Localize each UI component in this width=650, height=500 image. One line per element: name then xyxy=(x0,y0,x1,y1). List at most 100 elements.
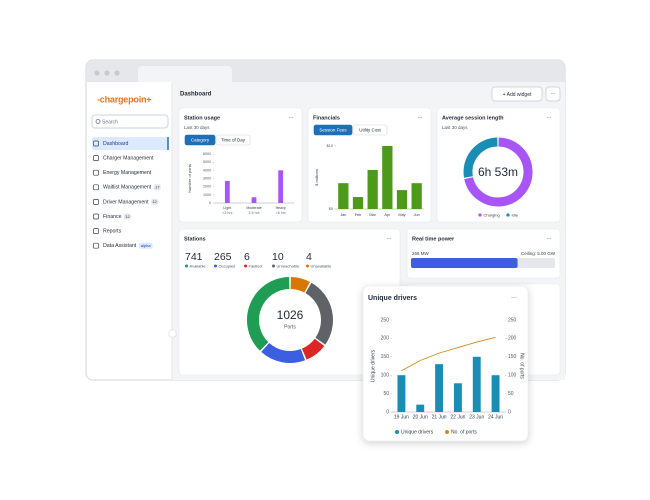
x-tick-label: Apr xyxy=(384,213,391,217)
more-button[interactable] xyxy=(545,86,561,102)
donut-center-value: 1026 xyxy=(277,308,304,322)
legend-label: No. of ports xyxy=(451,430,477,436)
sidebar-toggle[interactable] xyxy=(168,329,177,338)
donut-segment xyxy=(290,277,310,293)
card-menu[interactable]: ··· xyxy=(289,115,294,121)
nav-item[interactable]: Waitlist Management xyxy=(103,185,152,191)
y-tick-label: 200 xyxy=(381,336,390,342)
stat-swatch xyxy=(244,264,247,268)
add-widget-button[interactable] xyxy=(491,86,543,102)
power-current: 266 MW xyxy=(412,251,430,256)
nav-icon xyxy=(93,169,99,176)
y-axis-label: Unique drivers xyxy=(370,349,376,382)
nav-badge: 12 xyxy=(152,199,157,204)
donut-center-label: Ports xyxy=(284,324,296,330)
donut-segment xyxy=(247,277,290,351)
y2-tick-label: 200 xyxy=(508,336,517,342)
nav-icon xyxy=(93,242,99,249)
x-tick-label: Moderate xyxy=(246,206,261,210)
nav-icon xyxy=(93,228,99,234)
bar xyxy=(224,180,230,203)
tab-label: Utility Cost xyxy=(359,127,381,132)
card-menu[interactable]: ··· xyxy=(418,115,423,121)
tab[interactable] xyxy=(313,124,353,136)
popup-layer: Unique drivers ··· 0 50 100 150 200 250 0 50 100 15… xyxy=(362,285,529,442)
bar xyxy=(382,146,393,209)
nav-item[interactable]: Reports xyxy=(103,228,122,234)
legend-swatch xyxy=(506,213,510,217)
bar xyxy=(352,197,364,209)
nav-item[interactable]: Energy Management xyxy=(103,170,152,176)
x-tick-label: Jan xyxy=(340,213,346,217)
x-tick-label: Light xyxy=(223,206,231,210)
x-tick-label: 23 Jun xyxy=(469,414,484,420)
x-tick-label: 24 Jun xyxy=(488,414,503,420)
stat-swatch xyxy=(272,264,275,268)
search-box[interactable] xyxy=(91,114,169,129)
stat-label: Faulted xyxy=(249,263,262,268)
stat-value: 265 xyxy=(214,251,232,263)
nav-icon xyxy=(93,199,99,205)
card-menu[interactable]: ··· xyxy=(387,236,392,242)
tab[interactable] xyxy=(184,134,216,146)
x-tick-label: Feb xyxy=(355,213,362,217)
donut-segment xyxy=(464,137,533,207)
legend-swatch xyxy=(395,430,399,434)
stat-swatch xyxy=(185,264,188,268)
card-menu[interactable]: ··· xyxy=(547,236,552,242)
tab-label: Session Fees xyxy=(319,127,347,132)
donut-segment xyxy=(305,282,333,345)
line-series xyxy=(401,336,496,372)
nav-item[interactable]: Charger Management xyxy=(103,155,154,161)
x-tick-label: Jun xyxy=(414,213,420,217)
bar xyxy=(411,183,422,209)
x-tick-label: 22 Jun xyxy=(450,414,465,420)
power-bar xyxy=(411,258,518,268)
bar xyxy=(453,383,462,412)
nav-badge-bg xyxy=(151,198,159,205)
tab[interactable] xyxy=(215,134,251,146)
nav-badge: 12 xyxy=(125,214,130,219)
y-tick-label: 150 xyxy=(381,354,390,360)
y2-tick-label: 150 xyxy=(508,354,517,360)
nav-item[interactable]: Driver Management xyxy=(103,199,149,205)
tab[interactable] xyxy=(352,124,388,136)
nav-item[interactable]: Finance xyxy=(103,214,122,220)
stat-value: 10 xyxy=(272,251,284,263)
y-tick-label: 250 xyxy=(381,317,390,323)
nav-icon xyxy=(93,213,99,220)
tab-label: Category xyxy=(191,137,210,142)
stat-swatch xyxy=(214,264,217,268)
stat-value: 6 xyxy=(244,251,250,263)
tab-label: Time of Day xyxy=(221,137,246,142)
search-icon xyxy=(95,119,101,124)
card-subtitle: Last 30 days xyxy=(442,125,468,130)
stat-value: 4 xyxy=(306,251,312,263)
nav-badge-bg xyxy=(123,213,131,220)
stat-label: Occupied xyxy=(219,263,236,268)
nav-icon xyxy=(93,184,99,191)
nav-item[interactable]: Dashboard xyxy=(103,141,128,147)
y-tick-label: 3000 xyxy=(203,176,211,180)
bar xyxy=(435,364,444,412)
donut-segment xyxy=(463,137,498,178)
card-menu[interactable]: ··· xyxy=(547,115,552,121)
card-menu[interactable]: ··· xyxy=(511,295,517,301)
y-tick-label: 50 xyxy=(383,391,389,397)
stat-label: Available xyxy=(190,263,207,268)
page-title: Dashboard xyxy=(180,92,212,98)
nav-item[interactable]: Data Assistant xyxy=(103,243,137,249)
nav-icon xyxy=(93,140,99,147)
y2-tick-label: 0 xyxy=(508,409,511,415)
bar xyxy=(491,375,500,412)
add-widget-label: + Add widget xyxy=(503,92,532,98)
y-tick-label: 1000 xyxy=(203,193,211,197)
legend-label: Idle xyxy=(512,212,519,217)
window-dot xyxy=(114,70,120,76)
legend-label: Charging xyxy=(484,212,500,217)
card-title: Real time power xyxy=(412,236,455,242)
more-label: ··· xyxy=(551,91,556,97)
x-tick-label: Mar xyxy=(369,213,376,217)
